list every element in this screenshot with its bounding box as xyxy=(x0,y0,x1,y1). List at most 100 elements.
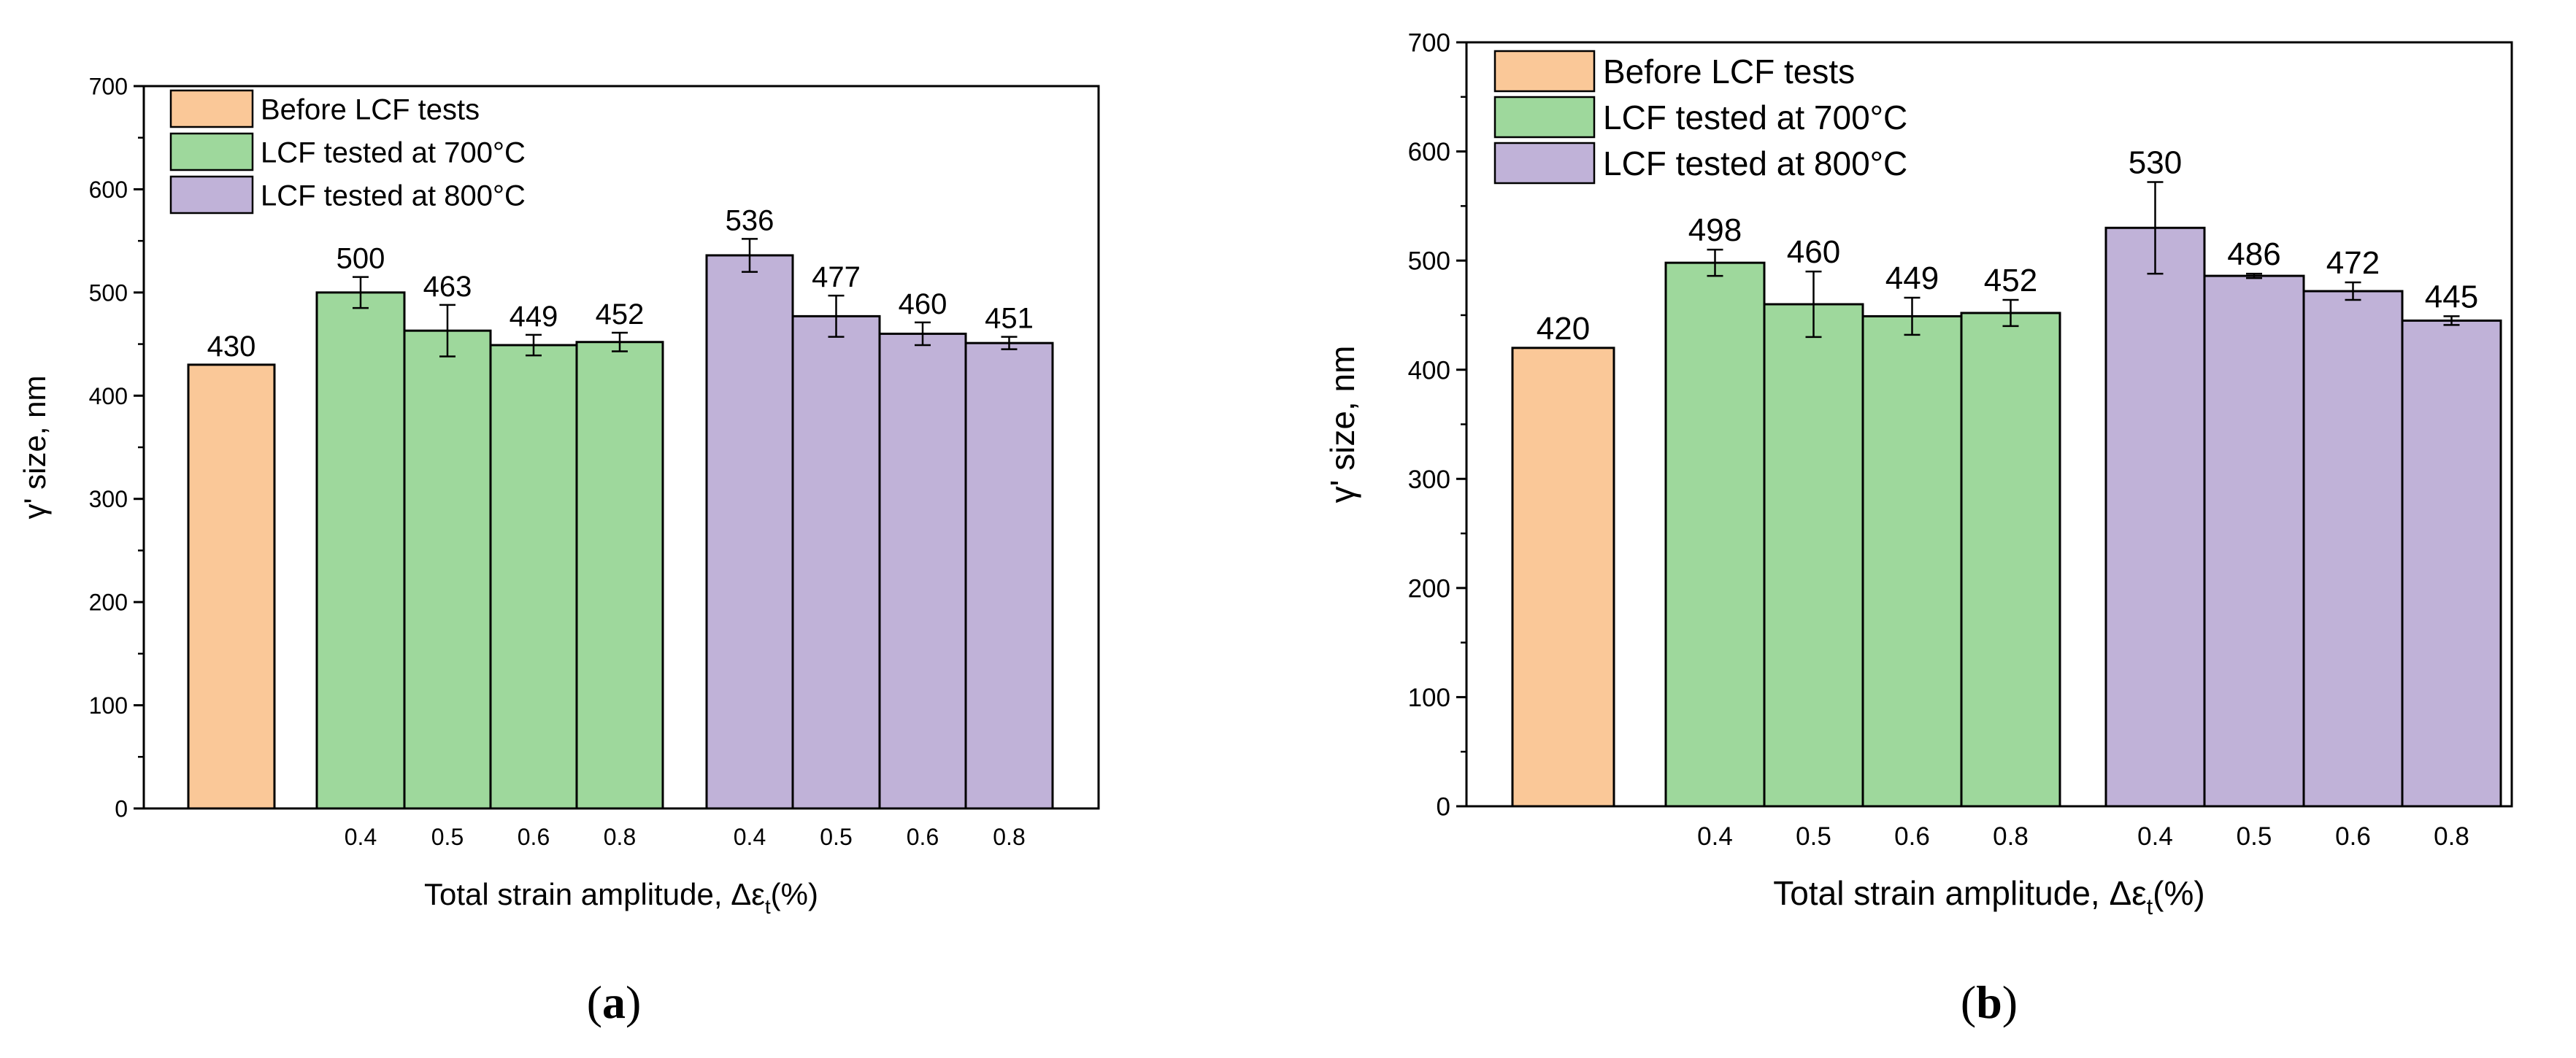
bar xyxy=(1763,303,1864,808)
panel-label-close: ) xyxy=(626,976,641,1028)
x-tick-label: 0.8 xyxy=(1993,822,2029,851)
data-label: 477 xyxy=(812,261,861,293)
x-tick-label: 0.6 xyxy=(1894,822,1930,851)
panel-label-close: ) xyxy=(2002,976,2018,1028)
legend-label: LCF tested at 700°C xyxy=(1603,99,1907,136)
x-tick-label: 0.8 xyxy=(2434,822,2469,851)
panel-label: (a) xyxy=(587,976,642,1028)
y-tick-label: 500 xyxy=(89,279,128,306)
y-tick-label: 400 xyxy=(1408,356,1450,385)
error-bar xyxy=(1707,248,1723,277)
bar xyxy=(1861,314,1963,808)
error-bar xyxy=(526,333,542,357)
y-axis-title: γ' size, nm xyxy=(1323,346,1361,503)
data-label: 486 xyxy=(2227,236,2280,272)
bar xyxy=(315,291,406,810)
legend: Before LCF tests LCF tested at 700°C LCF t… xyxy=(1493,50,1907,185)
x-axis-title-subscript: t xyxy=(2147,895,2153,919)
x-axis-title-main: Total strain amplitude, Δε xyxy=(424,877,765,911)
chart-panel-a: 430 500 0.4 463 0.5 449 0.6 452 0.8 536 0.4 477 0.5 4… xyxy=(18,74,1100,1028)
y-tick-label: 600 xyxy=(1408,138,1450,166)
legend-swatch xyxy=(169,175,254,215)
y-tick-label: 100 xyxy=(1408,684,1450,712)
y-tick-label: 400 xyxy=(89,383,128,409)
error-bar xyxy=(1001,336,1018,350)
data-label: 460 xyxy=(1787,234,1840,270)
data-label: 498 xyxy=(1688,212,1742,248)
bar xyxy=(791,314,881,810)
error-bar xyxy=(353,276,369,309)
bar xyxy=(575,341,664,810)
x-tick-label: 0.8 xyxy=(993,824,1025,850)
bar xyxy=(2104,226,2206,808)
bar xyxy=(878,332,967,810)
data-label: 449 xyxy=(1885,260,1939,296)
x-tick-label: 0.5 xyxy=(431,824,464,850)
error-bar xyxy=(2002,298,2019,328)
y-tick-label: 0 xyxy=(1437,793,1450,822)
legend-swatch xyxy=(1493,96,1596,139)
data-label: 420 xyxy=(1537,311,1590,347)
legend-swatch xyxy=(1493,50,1596,93)
error-bar xyxy=(828,294,845,338)
legend-swatch xyxy=(169,132,254,171)
x-axis-title-subscript: t xyxy=(765,895,771,918)
data-label: 449 xyxy=(510,301,558,333)
x-tick-label: 0.5 xyxy=(2237,822,2272,851)
x-axis-title: Total strain amplitude, Δεt(%) xyxy=(424,877,818,918)
error-bar xyxy=(2345,281,2361,301)
bar xyxy=(1960,312,2061,808)
data-label: 463 xyxy=(423,271,472,303)
x-tick-label: 0.4 xyxy=(734,824,766,850)
legend-swatch xyxy=(1493,142,1596,185)
x-tick-label: 0.8 xyxy=(604,824,636,850)
data-label: 460 xyxy=(899,288,947,320)
x-axis-title-tail: (%) xyxy=(771,877,818,911)
data-label: 452 xyxy=(1984,263,2037,298)
data-label: 451 xyxy=(985,303,1034,335)
error-bar xyxy=(915,321,931,347)
y-tick-label: 0 xyxy=(115,796,128,822)
error-bar xyxy=(2246,272,2262,279)
panel-label: (b) xyxy=(1961,976,2018,1028)
chart-panel-b: 420 498 0.4 460 0.5 449 0.6 452 0.8 530 0.4 486 0.5 4… xyxy=(1323,29,2513,1028)
data-label: 445 xyxy=(2425,279,2478,314)
panel-label-open: ( xyxy=(587,976,602,1028)
x-tick-label: 0.5 xyxy=(1796,822,1831,851)
x-tick-label: 0.4 xyxy=(345,824,377,850)
legend-swatch xyxy=(169,89,254,128)
y-tick-label: 700 xyxy=(89,74,128,100)
y-axis-title: γ' size, nm xyxy=(18,375,52,519)
x-tick-label: 0.4 xyxy=(1697,822,1733,851)
bar xyxy=(705,254,794,810)
bar xyxy=(187,363,276,810)
error-bar xyxy=(742,238,758,273)
y-tick-label: 200 xyxy=(89,590,128,616)
bar xyxy=(2401,319,2502,808)
legend-label: LCF tested at 700°C xyxy=(261,136,526,169)
y-tick-label: 300 xyxy=(1408,466,1450,494)
x-tick-label: 0.6 xyxy=(518,824,550,850)
error-bar xyxy=(2443,315,2460,326)
y-tick-label: 300 xyxy=(89,486,128,512)
legend-label: LCF tested at 800°C xyxy=(1603,144,1907,182)
error-bar xyxy=(2147,181,2164,275)
y-tick-label: 200 xyxy=(1408,574,1450,603)
panel-label-letter: b xyxy=(1976,976,2002,1028)
panel-label-letter: a xyxy=(602,976,626,1028)
error-bar xyxy=(439,304,455,358)
data-label: 536 xyxy=(726,204,774,236)
legend: Before LCF tests LCF tested at 700°C LCF t… xyxy=(169,89,526,215)
y-tick-label: 600 xyxy=(89,177,128,203)
x-tick-label: 0.6 xyxy=(907,824,939,850)
data-label: 472 xyxy=(2326,245,2380,281)
bar xyxy=(1664,261,1766,808)
bar xyxy=(2302,290,2404,808)
bar xyxy=(2203,274,2305,808)
x-tick-label: 0.4 xyxy=(2137,822,2173,851)
error-bar xyxy=(1904,296,1921,336)
y-tick-label: 100 xyxy=(89,692,128,719)
y-tick-label: 500 xyxy=(1408,247,1450,276)
bar xyxy=(489,344,578,810)
